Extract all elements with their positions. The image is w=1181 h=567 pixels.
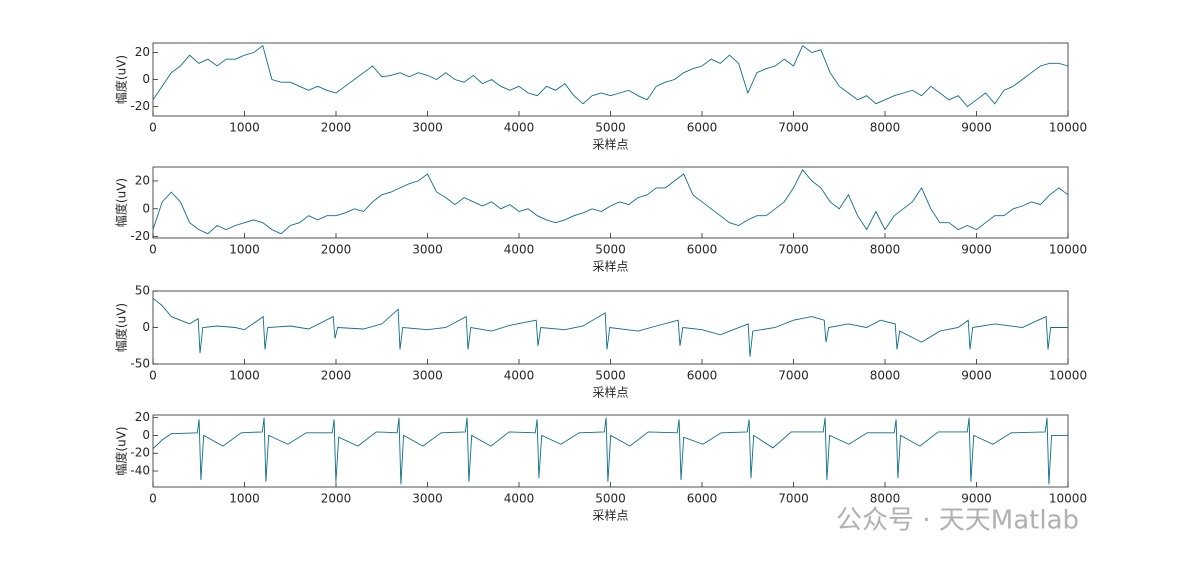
x-tick-label: 8000 [870, 492, 901, 506]
x-tick-label: 0 [149, 121, 157, 135]
x-tick-label: 9000 [961, 492, 992, 506]
y-axis-label: 幅度(uV) [114, 426, 129, 475]
x-tick-label: 2000 [321, 243, 352, 257]
x-tick-label: 7000 [778, 243, 809, 257]
x-axis-label: 采样点 [592, 385, 628, 400]
y-tick-label: 50 [135, 284, 150, 298]
x-tick-label: 4000 [504, 243, 535, 257]
x-tick-label: 0 [149, 369, 157, 383]
y-tick-label: 0 [142, 428, 150, 442]
x-tick-label: 6000 [687, 121, 718, 135]
y-axis-label: 幅度(uV) [114, 303, 129, 352]
x-tick-label: 1000 [229, 492, 260, 506]
x-tick-label: 3000 [412, 492, 443, 506]
x-tick-label: 7000 [778, 121, 809, 135]
signal-line [152, 168, 1069, 235]
x-tick-label: 10000 [1049, 121, 1087, 135]
x-tick-label: 2000 [321, 492, 352, 506]
x-tick-label: 6000 [687, 369, 718, 383]
x-tick-label: 10000 [1049, 243, 1087, 257]
y-tick-label: 0 [142, 201, 150, 215]
x-tick-label: 7000 [778, 492, 809, 506]
signal-line [152, 297, 1068, 357]
x-tick-label: 1000 [229, 369, 260, 383]
x-tick-label: 5000 [595, 492, 626, 506]
x-tick-label: 7000 [778, 369, 809, 383]
x-tick-label: 9000 [961, 243, 992, 257]
x-tick-label: 3000 [412, 121, 443, 135]
x-tick-label: 5000 [595, 243, 626, 257]
axes-frame [152, 414, 1069, 488]
x-tick-label: 10000 [1049, 492, 1087, 506]
signal-line [152, 417, 1068, 485]
x-tick-label: 8000 [870, 369, 901, 383]
x-tick-label: 10000 [1049, 369, 1087, 383]
x-tick-label: 5000 [595, 369, 626, 383]
x-tick-label: 0 [149, 492, 157, 506]
x-tick-label: 8000 [870, 243, 901, 257]
signal-line [152, 44, 1069, 108]
x-axis-label: 采样点 [592, 137, 628, 152]
x-tick-label: 4000 [504, 492, 535, 506]
y-tick-label: 20 [135, 45, 150, 59]
x-axis-label: 采样点 [592, 259, 628, 274]
y-axis-label: 幅度(uV) [114, 178, 129, 227]
x-tick-label: 6000 [687, 492, 718, 506]
y-tick-label: 20 [135, 410, 150, 424]
y-tick-label: 20 [135, 173, 150, 187]
x-tick-label: 4000 [504, 121, 535, 135]
x-tick-label: 2000 [321, 369, 352, 383]
x-tick-label: 2000 [321, 121, 352, 135]
y-tick-label: -50 [130, 357, 150, 371]
y-axis-label: 幅度(uV) [114, 55, 129, 104]
x-axis-label: 采样点 [592, 508, 628, 523]
x-tick-label: 6000 [687, 243, 718, 257]
x-tick-label: 9000 [961, 121, 992, 135]
x-tick-label: 3000 [412, 369, 443, 383]
y-tick-label: 0 [142, 72, 150, 86]
x-tick-label: 1000 [229, 121, 260, 135]
y-tick-label: -20 [130, 229, 150, 243]
x-tick-label: 9000 [961, 369, 992, 383]
x-tick-label: 4000 [504, 369, 535, 383]
y-tick-label: -20 [130, 99, 150, 113]
x-tick-label: 8000 [870, 121, 901, 135]
x-tick-label: 1000 [229, 243, 260, 257]
y-tick-label: -40 [130, 464, 150, 478]
y-tick-label: 0 [142, 320, 150, 334]
x-tick-label: 5000 [595, 121, 626, 135]
watermark: 公众号 · 天天Matlab [836, 506, 1079, 536]
x-tick-label: 0 [149, 243, 157, 257]
y-tick-label: -20 [130, 446, 150, 460]
x-tick-label: 3000 [412, 243, 443, 257]
axes-frame [152, 166, 1069, 239]
axes-frame [152, 42, 1069, 117]
